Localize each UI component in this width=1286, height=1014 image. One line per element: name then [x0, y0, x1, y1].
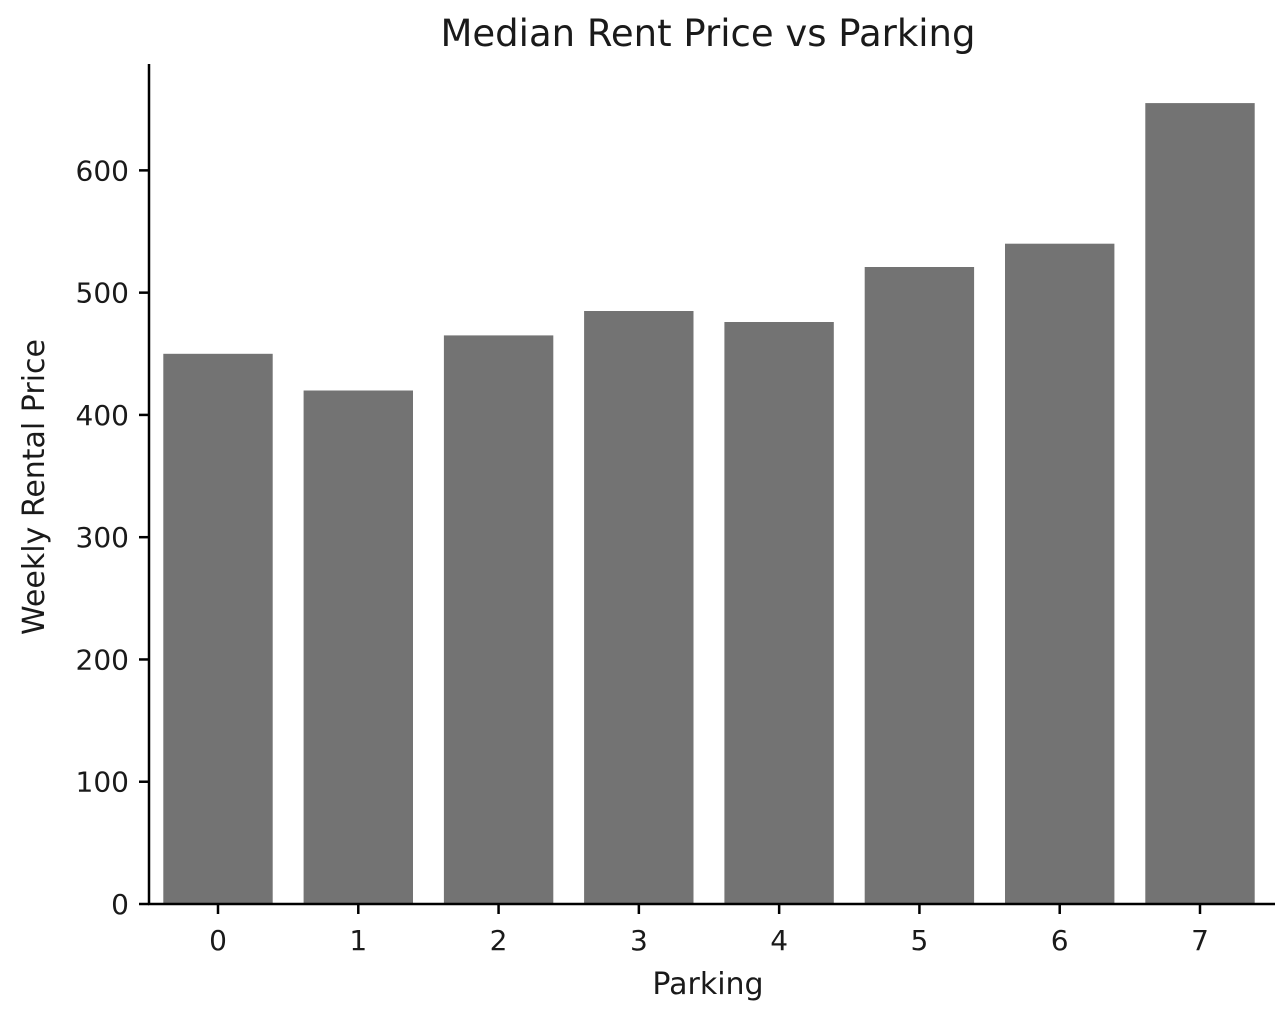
- chart-title: Median Rent Price vs Parking: [440, 12, 975, 55]
- y-tick-label: 400: [76, 399, 129, 432]
- bar-parking-2: [443, 335, 554, 904]
- bar-parking-0: [163, 353, 273, 904]
- y-tick-label: 100: [76, 766, 129, 799]
- x-tick-label: 1: [349, 924, 367, 957]
- bar-parking-7: [1145, 103, 1255, 905]
- bar-parking-3: [584, 311, 694, 904]
- y-tick-label: 300: [76, 521, 129, 554]
- x-tick-label: 5: [911, 924, 929, 957]
- y-tick-label: 500: [76, 277, 129, 310]
- y-axis-ticks: 0 100 200 300 400 500 600: [76, 154, 149, 921]
- bar-parking-4: [724, 322, 834, 904]
- y-tick-label: 600: [76, 154, 129, 187]
- bar-parking-1: [303, 390, 413, 904]
- x-tick-label: 4: [770, 924, 788, 957]
- x-axis-label: Parking: [652, 967, 763, 1002]
- y-axis-label: Weekly Rental Price: [17, 339, 52, 635]
- x-tick-label: 6: [1051, 924, 1069, 957]
- bars-group: [163, 103, 1255, 905]
- y-tick-label: 0: [111, 888, 129, 921]
- y-tick-label: 200: [76, 643, 129, 676]
- x-tick-label: 0: [209, 924, 227, 957]
- x-tick-label: 3: [630, 924, 648, 957]
- x-tick-label: 7: [1191, 924, 1209, 957]
- x-tick-label: 2: [490, 924, 508, 957]
- bar-parking-5: [864, 267, 975, 904]
- bar-parking-6: [1005, 243, 1115, 904]
- x-axis-ticks: 0 1 2 3 4 5 6 7: [209, 904, 1209, 957]
